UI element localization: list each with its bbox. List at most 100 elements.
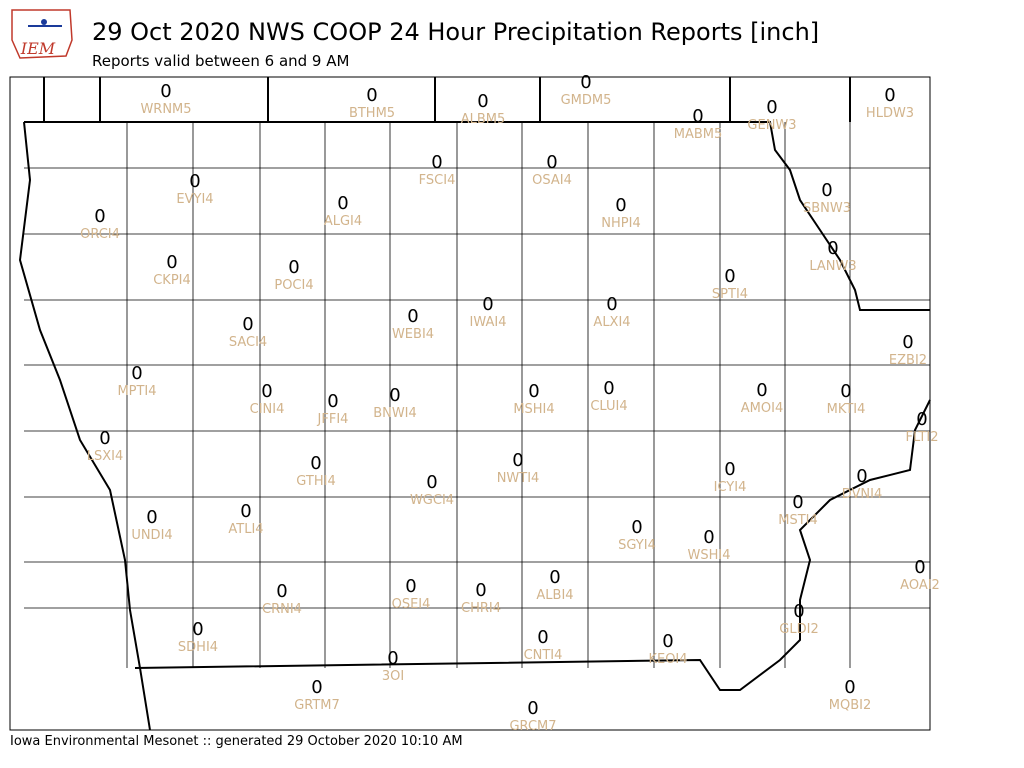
footer: Iowa Environmental Mesonet :: generated …: [10, 734, 463, 749]
station-value: 0: [603, 378, 614, 399]
station-value: 0: [756, 380, 767, 401]
station-id: WSHI4: [688, 548, 731, 563]
station-value: 0: [580, 72, 591, 93]
station-id: MSHI4: [513, 402, 554, 417]
station-value: 0: [192, 619, 203, 640]
station-id: CRNI4: [262, 602, 302, 617]
station-id: MQBI2: [829, 698, 871, 713]
station-id: SBNW3: [803, 201, 851, 216]
station-value: 0: [242, 314, 253, 335]
station-id: IWAI4: [470, 315, 507, 330]
station-id: MABM5: [674, 127, 723, 142]
station-id: SPTI4: [712, 287, 748, 302]
station-value: 0: [766, 97, 777, 118]
station-value: 0: [827, 238, 838, 259]
station-id: GTHI4: [296, 474, 335, 489]
station-id: NHPI4: [601, 216, 640, 231]
station-value: 0: [431, 152, 442, 173]
station-id: LANW3: [809, 259, 856, 274]
station-id: SGYI4: [618, 538, 656, 553]
title: 29 Oct 2020 NWS COOP 24 Hour Precipitati…: [92, 18, 819, 46]
station-value: 0: [527, 698, 538, 719]
station-id: MKTI4: [827, 402, 866, 417]
station-value: 0: [475, 580, 486, 601]
station-id: OSAI4: [532, 173, 572, 188]
station-id: ALBI4: [536, 588, 573, 603]
station-id: MPTI4: [117, 384, 156, 399]
station-id: MSTI4: [778, 513, 818, 528]
station-value: 0: [405, 576, 416, 597]
station-id: WGCI4: [410, 493, 454, 508]
station-value: 0: [389, 385, 400, 406]
station-value: 0: [166, 252, 177, 273]
station-value: 0: [337, 193, 348, 214]
station-id: SACI4: [229, 335, 267, 350]
station-id: ATLI4: [228, 522, 263, 537]
station-value: 0: [792, 492, 803, 513]
station-value: 0: [288, 257, 299, 278]
station-value: 0: [606, 294, 617, 315]
station-id: NWTI4: [497, 471, 540, 486]
station-value: 0: [189, 171, 200, 192]
station-value: 0: [94, 206, 105, 227]
station-id: CLUI4: [590, 399, 627, 414]
station-value: 0: [512, 450, 523, 471]
station-id: BNWI4: [373, 406, 417, 421]
station-id: ORCI4: [80, 227, 120, 242]
station-value: 0: [692, 106, 703, 127]
station-id: POCI4: [274, 278, 313, 293]
station-id: CNTI4: [524, 648, 563, 663]
station-id: DVNI4: [842, 487, 883, 502]
station-value: 0: [840, 381, 851, 402]
station-value: 0: [615, 195, 626, 216]
station-value: 0: [327, 391, 338, 412]
station-value: 0: [160, 81, 171, 102]
station-value: 0: [407, 306, 418, 327]
station-value: 0: [856, 466, 867, 487]
station-id: GRCM7: [509, 719, 556, 734]
station-id: WRNM5: [140, 102, 191, 117]
station-id: EZBI2: [889, 353, 927, 368]
station-id: UNDI4: [131, 528, 172, 543]
station-id: OSEI4: [392, 597, 431, 612]
station-value: 0: [387, 648, 398, 669]
station-value: 0: [366, 85, 377, 106]
station-id: AMOI4: [741, 401, 783, 416]
station-id: GMDM5: [561, 93, 612, 108]
station-id: BTHM5: [349, 106, 395, 121]
station-id: SDHI4: [178, 640, 218, 655]
station-value: 0: [276, 581, 287, 602]
station-value: 0: [546, 152, 557, 173]
station-id: ALGI4: [324, 214, 362, 229]
station-value: 0: [793, 601, 804, 622]
station-value: 0: [902, 332, 913, 353]
station-id: GLDI2: [779, 622, 818, 637]
station-value: 0: [310, 453, 321, 474]
station-value: 0: [99, 428, 110, 449]
station-id: GRTM7: [294, 698, 340, 713]
station-id: CHRI4: [461, 601, 501, 616]
map: [9, 76, 931, 731]
station-id: AOAI2: [900, 578, 940, 593]
station-id: CINI4: [250, 402, 285, 417]
station-value: 0: [261, 381, 272, 402]
station-value: 0: [724, 266, 735, 287]
station-value: 0: [662, 631, 673, 652]
station-value: 0: [477, 91, 488, 112]
subtitle: Reports valid between 6 and 9 AM: [92, 52, 349, 70]
station-value: 0: [844, 677, 855, 698]
station-id: FSCI4: [419, 173, 456, 188]
station-id: FLTI2: [906, 430, 939, 445]
station-id: WEBI4: [392, 327, 434, 342]
logo: IEM: [11, 9, 73, 59]
station-id: EVYI4: [176, 192, 213, 207]
station-value: 0: [311, 677, 322, 698]
station-id: CKPI4: [153, 273, 191, 288]
station-value: 0: [631, 517, 642, 538]
station-id: GENW3: [747, 118, 796, 133]
station-value: 0: [146, 507, 157, 528]
station-id: 3OI: [382, 669, 404, 684]
station-id: KEOI4: [648, 652, 687, 667]
